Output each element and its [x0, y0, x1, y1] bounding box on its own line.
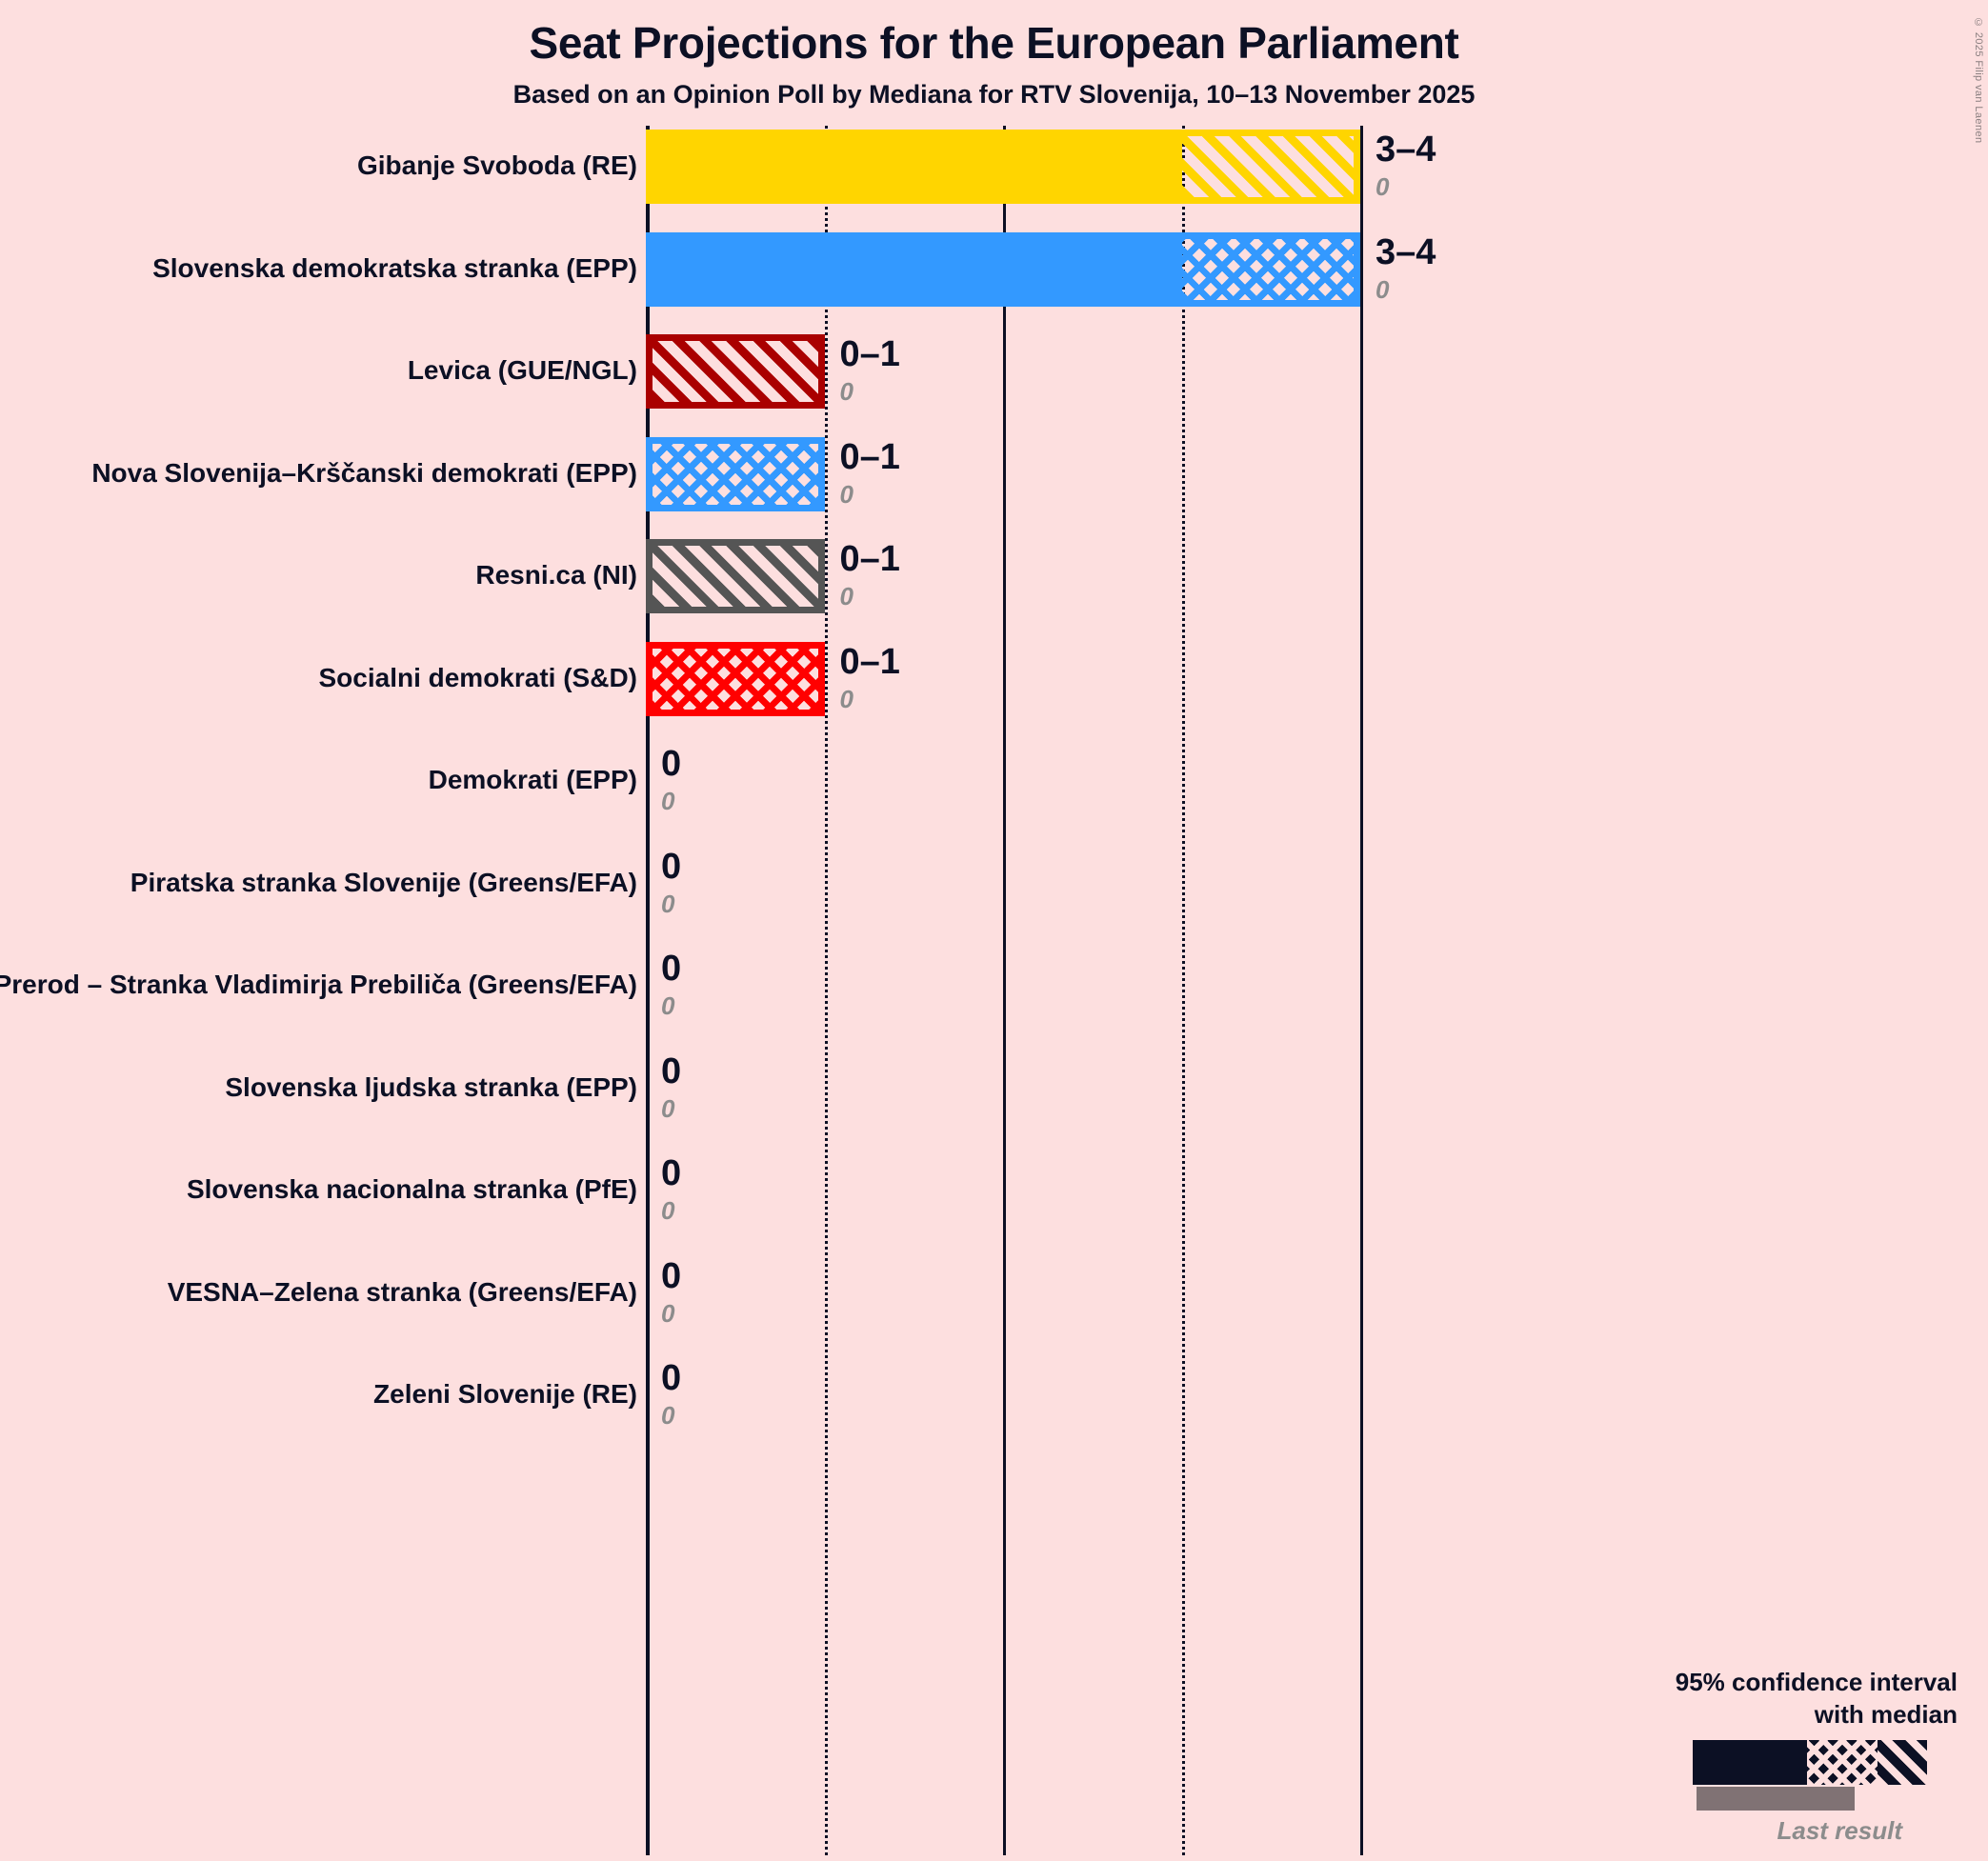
seat-range-label: 0: [661, 1255, 682, 1296]
value-labels: 0–1 0: [840, 644, 900, 713]
median-segment: [646, 231, 1182, 307]
bar-row: Slovenska nacionalna stranka (PfE) 0 0: [0, 1153, 1988, 1228]
legend-diagonal-segment: [1878, 1740, 1927, 1785]
interval-segment: [646, 334, 825, 409]
party-label: Resni.ca (NI): [475, 560, 637, 590]
last-result-value: 0: [661, 889, 675, 918]
bar-row: Nova Slovenija–Krščanski demokrati (EPP)…: [0, 436, 1988, 511]
party-label: Piratska stranka Slovenije (Greens/EFA): [130, 867, 637, 897]
bar-row: Resni.ca (NI) 0–1 0: [0, 539, 1988, 613]
last-result-value: 0: [661, 787, 675, 815]
party-label: Zeleni Slovenije (RE): [373, 1379, 637, 1409]
seat-range-label: 0: [661, 846, 682, 887]
interval-segment: [646, 641, 825, 716]
seat-range-label: 3–4: [1376, 231, 1436, 272]
seat-range-label: 0: [661, 1051, 682, 1091]
copyright-notice: © 2025 Filip van Laenen: [1973, 17, 1984, 144]
confidence-interval-bar: [646, 130, 1360, 204]
confidence-interval-bar: [646, 641, 825, 716]
legend-last-result-label: Last result: [1777, 1816, 1903, 1845]
last-result-value: 0: [839, 684, 853, 713]
seat-range-label: 0: [661, 744, 682, 784]
y-axis-line: [646, 126, 650, 1855]
party-label: Levica (GUE/NGL): [407, 355, 637, 385]
confidence-interval-bar: [646, 334, 825, 409]
gridline-4: [1360, 126, 1363, 1855]
party-label: Nova Slovenija–Krščanski demokrati (EPP): [91, 457, 637, 488]
bar-row: Prerod – Stranka Vladimirja Prebiliča (G…: [0, 949, 1988, 1023]
interval-segment: [1181, 130, 1360, 204]
chart-legend: 95% confidence interval with median Last…: [1576, 1667, 1958, 1846]
bar-row: Slovenska demokratska stranka (EPP) 3–4 0: [0, 231, 1988, 307]
seat-range-label: 0–1: [839, 436, 900, 477]
bar-row: Slovenska ljudska stranka (EPP) 0 0: [0, 1051, 1988, 1126]
chart-plot-area: [646, 126, 1860, 1855]
party-label: Slovenska demokratska stranka (EPP): [152, 252, 637, 283]
legend-caption: 95% confidence interval with median: [1576, 1667, 1958, 1731]
last-result-value: 0: [1376, 172, 1390, 201]
party-label: Prerod – Stranka Vladimirja Prebiliča (G…: [0, 970, 637, 999]
confidence-interval-bar: [646, 436, 825, 511]
median-segment: [646, 130, 1182, 204]
bar-row: Zeleni Slovenije (RE) 0 0: [0, 1358, 1988, 1432]
chart-subtitle: Based on an Opinion Poll by Mediana for …: [512, 80, 1476, 109]
interval-segment: [646, 539, 825, 613]
value-labels: 0–1 0: [840, 336, 900, 406]
last-result-value: 0: [661, 1196, 675, 1225]
last-result-value: 0: [661, 991, 675, 1020]
seat-range-label: 0–1: [839, 334, 900, 374]
value-labels: 3–4 0: [1376, 131, 1436, 201]
bar-row: VESNA–Zelena stranka (Greens/EFA) 0 0: [0, 1256, 1988, 1331]
last-result-value: 0: [661, 1298, 675, 1328]
value-labels: 0–1 0: [840, 439, 900, 509]
seat-range-label: 0: [661, 1358, 682, 1398]
bar-row: Socialni demokrati (S&D) 0–1 0: [0, 641, 1988, 716]
seat-range-label: 0: [661, 1153, 682, 1193]
last-result-value: 0: [839, 377, 853, 406]
party-label: Socialni demokrati (S&D): [318, 662, 637, 692]
bar-row: Levica (GUE/NGL) 0–1 0: [0, 334, 1988, 409]
confidence-interval-bar: [646, 539, 825, 613]
gridline-1: [824, 126, 828, 1855]
page-title: Seat Projections for the European Parlia…: [529, 18, 1459, 68]
party-label: Demokrati (EPP): [428, 765, 637, 794]
bar-row: Demokrati (EPP) 0 0: [0, 744, 1988, 818]
bar-row: Gibanje Svoboda (RE) 3–4 0: [0, 130, 1988, 204]
legend-interval-bar: [1693, 1740, 1927, 1785]
last-result-value: 0: [839, 479, 853, 509]
legend-last-result-bar: [1697, 1787, 1855, 1811]
gridline-3: [1181, 126, 1185, 1855]
value-labels: 3–4 0: [1376, 234, 1436, 304]
legend-crosshatch-segment: [1807, 1740, 1878, 1785]
last-result-value: 0: [839, 582, 853, 610]
last-result-value: 0: [661, 1093, 675, 1123]
seat-range-label: 3–4: [1376, 130, 1436, 170]
legend-caption-line2: with median: [1814, 1699, 1958, 1729]
seat-range-label: 0–1: [839, 641, 900, 682]
party-label: Slovenska nacionalna stranka (PfE): [186, 1174, 637, 1204]
party-label: VESNA–Zelena stranka (Greens/EFA): [167, 1276, 637, 1307]
interval-segment: [646, 436, 825, 511]
seat-range-label: 0: [661, 949, 682, 989]
bar-row: Piratska stranka Slovenije (Greens/EFA) 0…: [0, 847, 1988, 921]
interval-segment: [1181, 231, 1360, 307]
party-label: Gibanje Svoboda (RE): [356, 150, 637, 180]
legend-caption-line1: 95% confidence interval: [1675, 1668, 1958, 1697]
gridline-2: [1003, 126, 1006, 1855]
confidence-interval-bar: [646, 231, 1360, 307]
value-labels: 0–1 0: [840, 541, 900, 610]
last-result-value: 0: [661, 1401, 675, 1430]
seat-range-label: 0–1: [839, 539, 900, 579]
party-label: Slovenska ljudska stranka (EPP): [225, 1071, 637, 1102]
last-result-value: 0: [1376, 274, 1390, 304]
